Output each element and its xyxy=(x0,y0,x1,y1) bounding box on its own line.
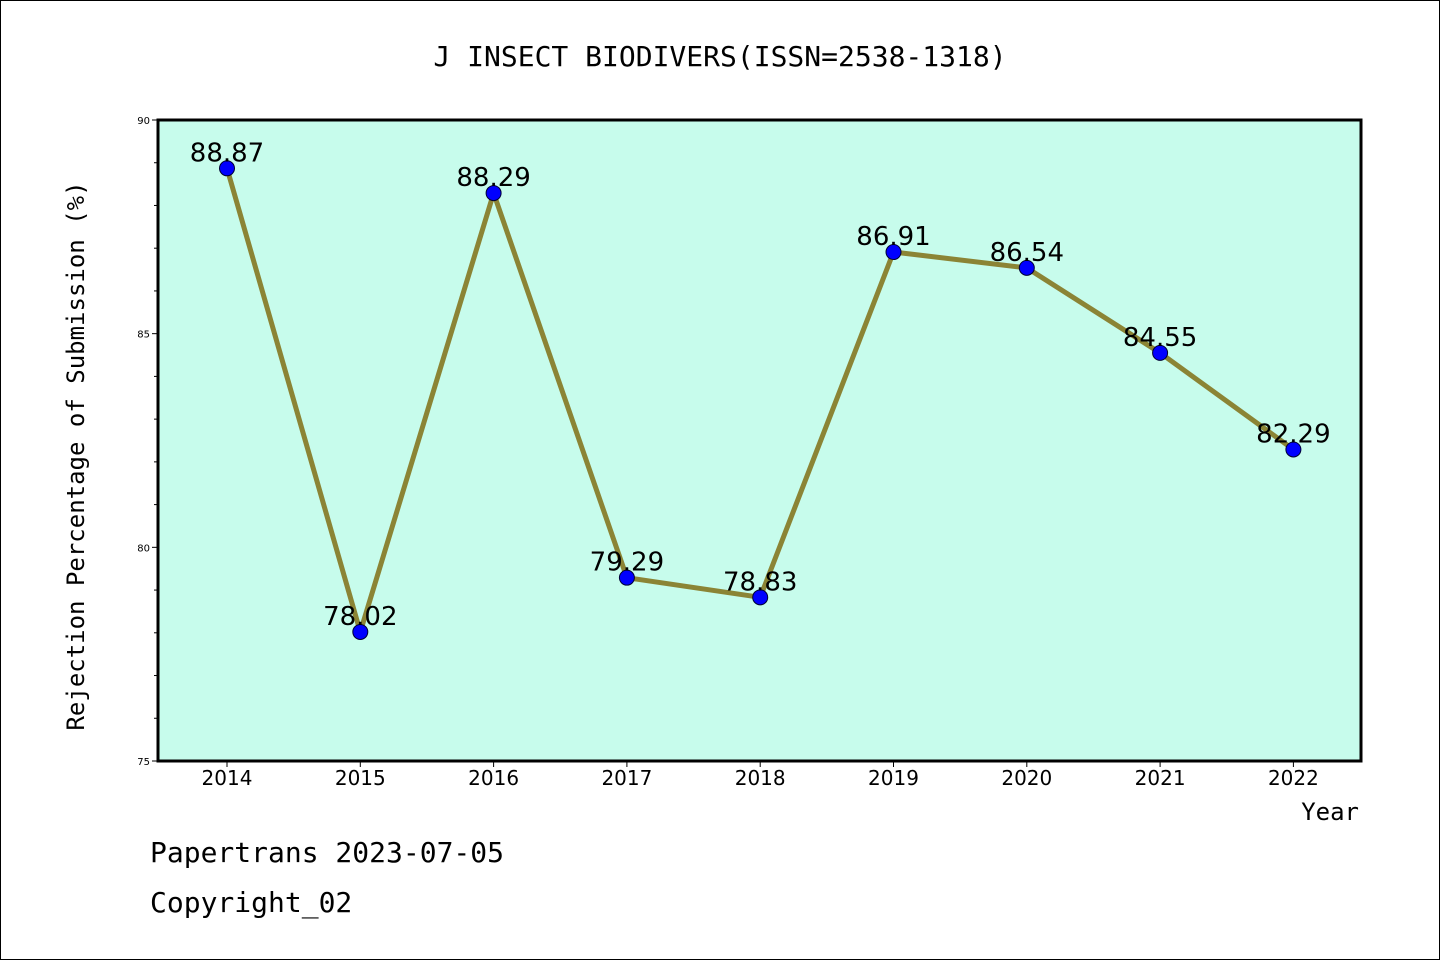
data-labels-group: 88.87 78.02 88.29 79.29 78.83 86.91 86.54 84.55… xyxy=(190,138,1331,632)
data-label: 88.87 xyxy=(190,138,264,168)
footer-date: Papertrans 2023-07-05 xyxy=(150,836,505,869)
x-tick-label: 2019 xyxy=(868,766,919,790)
y-axis-label: Rejection Percentage of Submission (%) xyxy=(62,181,90,730)
x-axis: 2014 2015 2016 2017 2018 2019 2020 2021 2022 xyxy=(202,761,1319,790)
data-point xyxy=(885,244,902,261)
data-point xyxy=(1152,344,1169,361)
x-tick-label: 2017 xyxy=(601,766,652,790)
data-label: 84.55 xyxy=(1123,323,1197,353)
data-label: 78.02 xyxy=(323,602,397,632)
data-point xyxy=(752,589,769,606)
data-point xyxy=(1285,441,1302,458)
data-point xyxy=(1018,259,1035,276)
data-label: 79.29 xyxy=(590,548,664,578)
x-tick-label: 2016 xyxy=(468,766,519,790)
chart-title: J INSECT BIODIVERS(ISSN=2538-1318) xyxy=(433,40,1006,73)
y-tick-label: 75 xyxy=(137,757,150,768)
x-tick-label: 2021 xyxy=(1135,766,1186,790)
x-tick-label: 2018 xyxy=(735,766,786,790)
x-tick-label: 2022 xyxy=(1268,766,1319,790)
data-label: 86.91 xyxy=(856,222,930,252)
y-tick-label: 85 xyxy=(137,330,150,341)
data-point xyxy=(352,623,369,640)
data-label: 88.29 xyxy=(456,163,530,193)
x-tick-label: 2015 xyxy=(335,766,386,790)
y-tick-label: 90 xyxy=(137,116,150,127)
x-tick-label: 2020 xyxy=(1001,766,1052,790)
data-point xyxy=(618,569,635,586)
data-point xyxy=(219,160,235,177)
data-point xyxy=(485,185,502,202)
plot-area xyxy=(156,118,1363,763)
data-label: 82.29 xyxy=(1256,419,1330,449)
data-label: 78.83 xyxy=(723,567,797,597)
y-axis: 75 80 85 90 xyxy=(137,116,158,768)
series-line-group xyxy=(219,160,1302,640)
y-tick-label: 80 xyxy=(137,543,150,554)
x-axis-label: Year xyxy=(1301,798,1359,826)
footer-copyright: Copyright_02 xyxy=(150,886,353,919)
x-tick-label: 2014 xyxy=(202,766,253,790)
data-label: 86.54 xyxy=(990,238,1064,268)
